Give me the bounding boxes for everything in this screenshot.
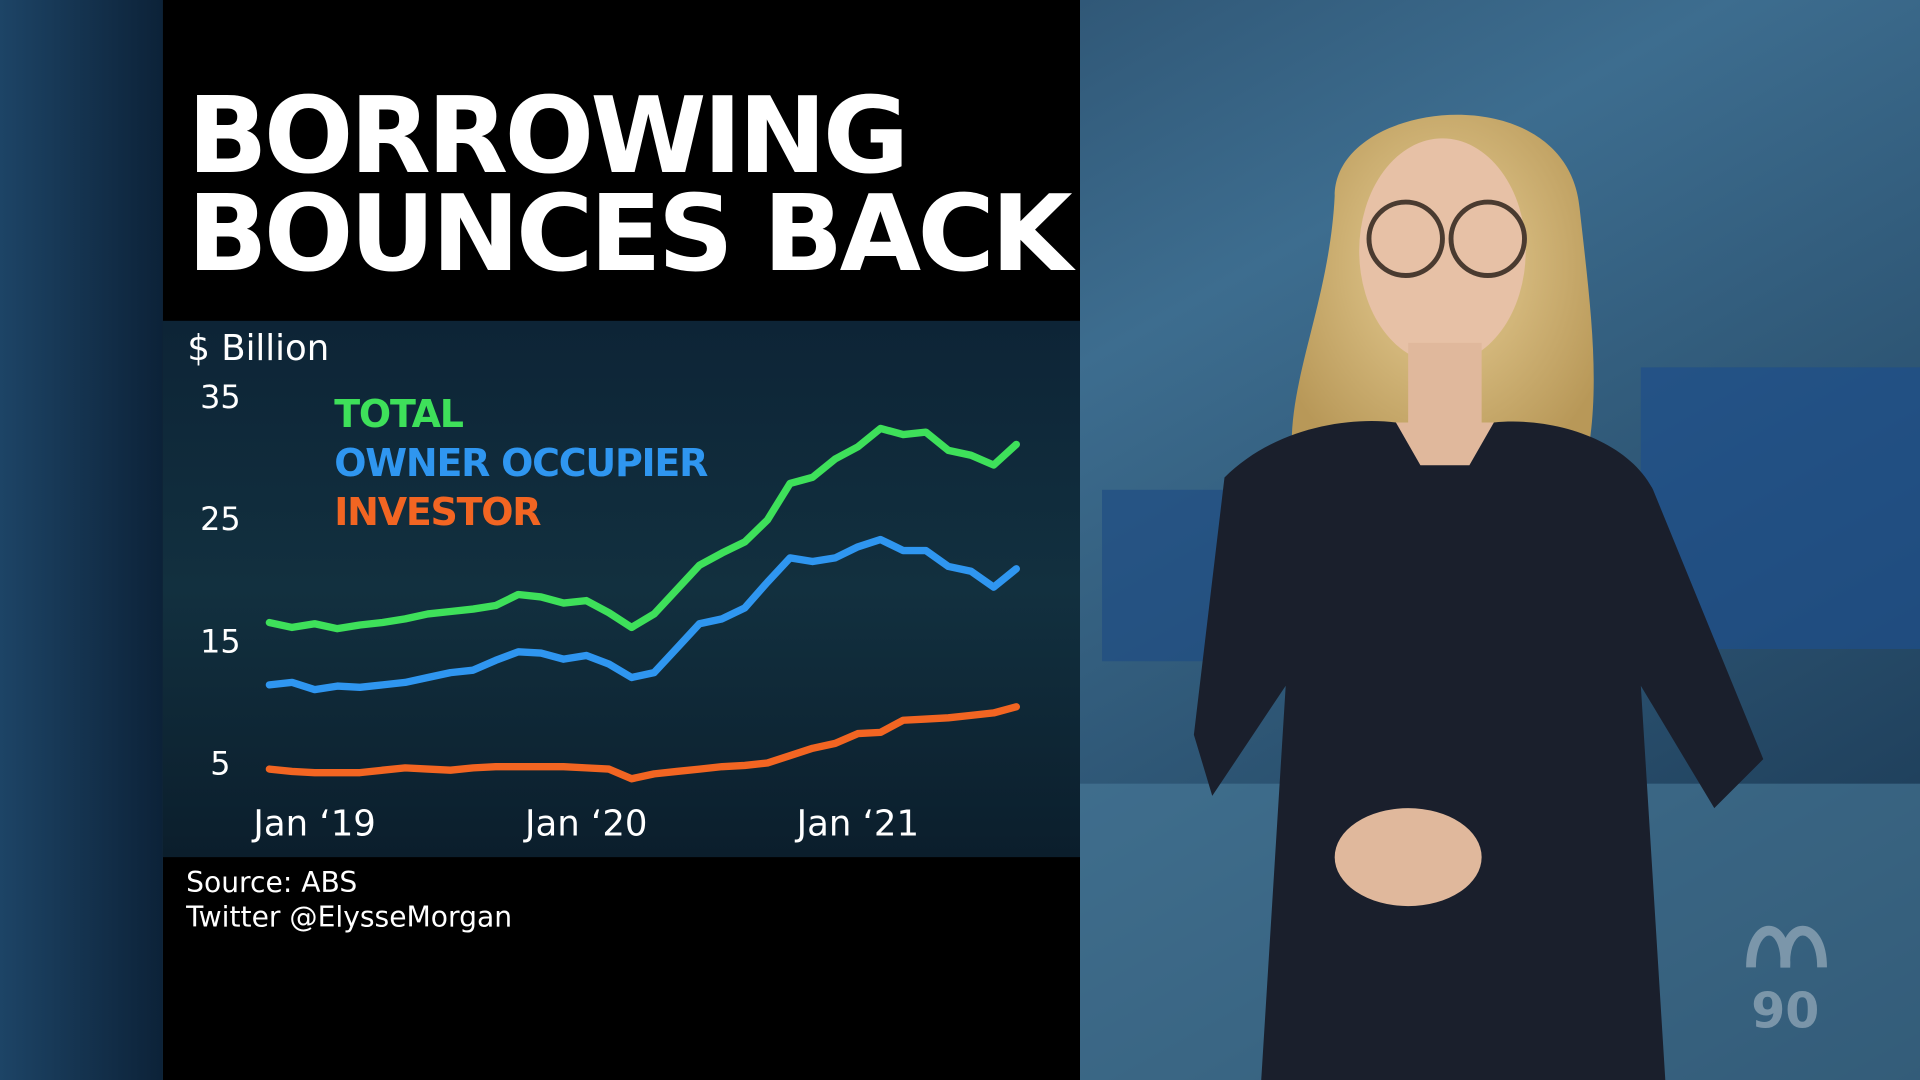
legend-entry: INVESTOR [334, 490, 541, 534]
x-tick-label: Jan ‘19 [251, 803, 375, 844]
y-tick-label: 15 [200, 622, 241, 660]
y-axis-label: $ Billion [187, 328, 329, 369]
data-line [265, 535, 1020, 694]
chart-title: BORROWING [187, 74, 905, 197]
y-tick-label: 5 [210, 744, 230, 782]
presenter [1193, 114, 1764, 1080]
logo: 90 [1746, 925, 1827, 1039]
y-tick-label: 25 [200, 500, 241, 538]
chart-background [162, 320, 1080, 858]
legend-entry: OWNER OCCUPIER [334, 441, 708, 485]
source-note: Source: ABS [186, 866, 357, 899]
left-edge [0, 0, 163, 1080]
credit-note: Twitter @ElysseMorgan [185, 900, 512, 933]
y-tick-label: 35 [200, 378, 241, 416]
data-line [265, 424, 1020, 633]
data-line [265, 703, 1020, 783]
chart-title: BOUNCES BACK [187, 172, 1076, 295]
legend-entry: TOTAL [334, 392, 464, 436]
x-tick-label: Jan ‘20 [523, 803, 647, 844]
plot-area: 5 15 25 35 Jan ‘19 Jan ‘20 Jan ‘21 TOTAL OWNER O… [200, 378, 1020, 844]
logo-text: 90 [1751, 982, 1819, 1039]
x-tick-label: Jan ‘21 [795, 803, 919, 844]
